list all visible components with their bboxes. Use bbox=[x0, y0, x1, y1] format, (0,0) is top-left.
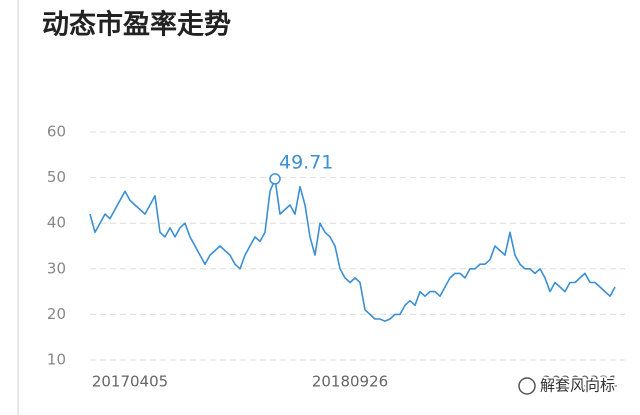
line bbox=[89, 178, 616, 323]
peak-marker bbox=[269, 173, 281, 185]
watermark-group: 解套风向标 bbox=[518, 375, 617, 396]
y-tick-label: 30 bbox=[47, 259, 66, 277]
y-tick-label: 10 bbox=[47, 351, 66, 369]
y-tick-label: 60 bbox=[47, 123, 66, 141]
watermark-icon bbox=[518, 377, 536, 395]
x-tick-label: 20170405 bbox=[92, 373, 168, 391]
side-rule bbox=[17, 0, 19, 415]
chart-title: 动态市盈率走势 bbox=[42, 9, 231, 41]
watermark: 解套风向标 bbox=[540, 377, 615, 395]
x-tick-label: 20200331 bbox=[542, 373, 618, 391]
peak-label: 49.71 bbox=[279, 151, 333, 173]
x-tick-label: 20180926 bbox=[312, 373, 388, 391]
y-tick-label: 50 bbox=[47, 168, 66, 186]
y-tick-label: 40 bbox=[47, 214, 66, 232]
y-tick-label: 20 bbox=[47, 305, 66, 323]
